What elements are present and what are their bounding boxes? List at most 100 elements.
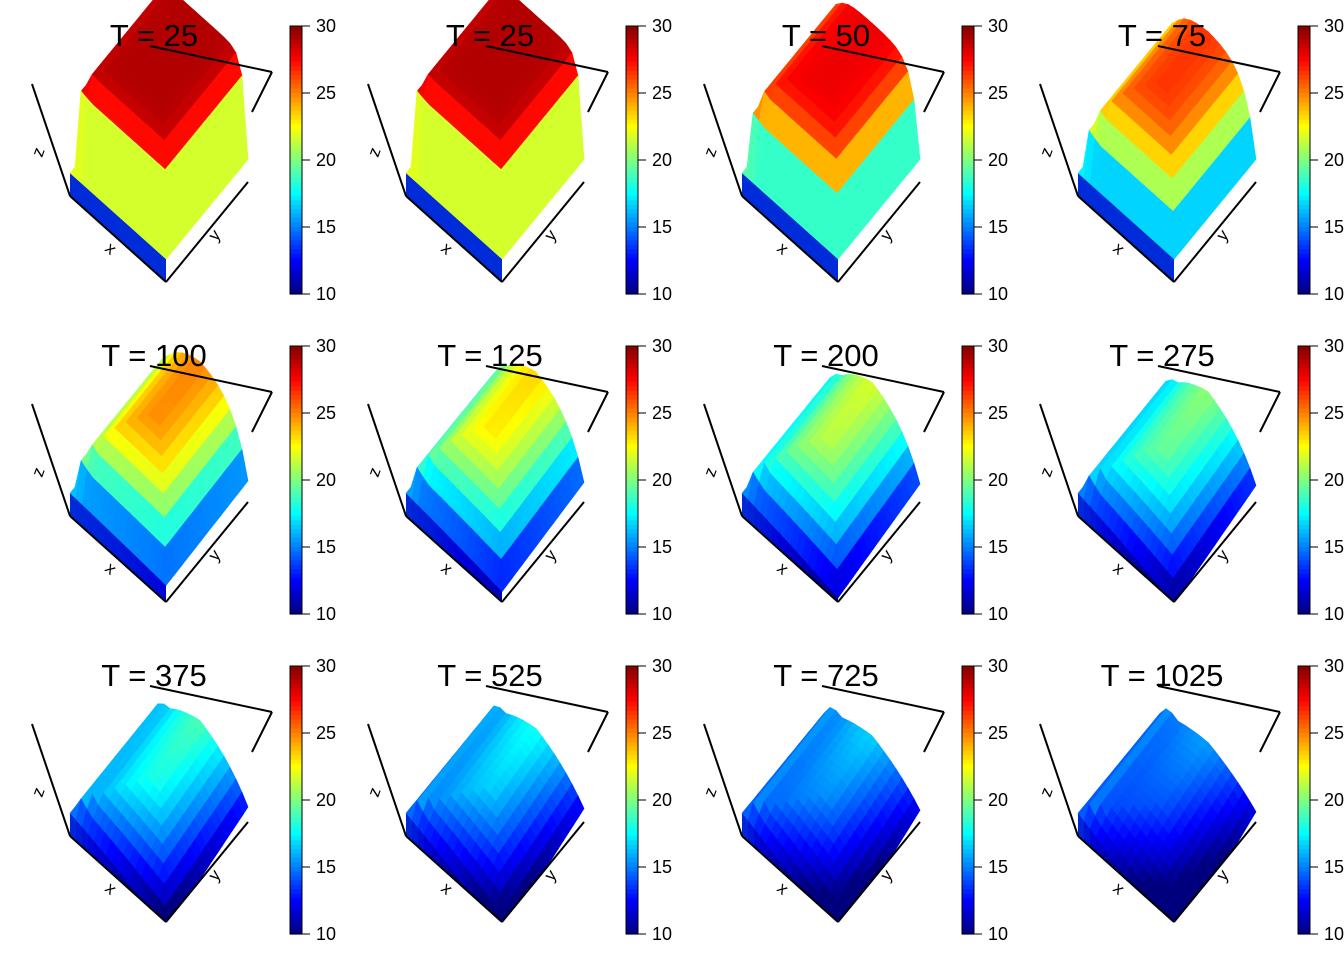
- colorbar-segment: [1298, 119, 1310, 125]
- colorbar-segment: [1298, 426, 1310, 432]
- surface-wall: [88, 510, 94, 538]
- colorbar-segment: [962, 755, 974, 761]
- colorbar-segment: [290, 173, 302, 179]
- colorbar-segment: [626, 52, 638, 58]
- colorbar-segment: [626, 195, 638, 201]
- colorbar-segment: [1298, 520, 1310, 526]
- colorbar-tick-label: 30: [1324, 16, 1344, 36]
- colorbar-segment: [962, 480, 974, 486]
- colorbar-segment: [290, 808, 302, 814]
- colorbar-segment: [626, 106, 638, 112]
- colorbar-segment: [962, 93, 974, 99]
- colorbar-segment: [290, 213, 302, 219]
- colorbar-segment: [626, 791, 638, 797]
- colorbar-segment: [290, 724, 302, 730]
- colorbar-segment: [1298, 884, 1310, 890]
- colorbar-segment: [1298, 773, 1310, 779]
- colorbar-segment: [290, 875, 302, 881]
- colorbar-segment: [1298, 48, 1310, 54]
- surface-wall: [748, 178, 754, 207]
- surface-wall: [814, 570, 820, 586]
- colorbar-segment: [290, 390, 302, 396]
- colorbar-segment: [962, 377, 974, 383]
- colorbar-segment: [626, 128, 638, 134]
- colorbar-segment: [290, 826, 302, 832]
- colorbar-segment: [962, 235, 974, 241]
- colorbar-segment: [962, 880, 974, 886]
- y-axis: [1173, 821, 1257, 923]
- surface-wall: [742, 493, 748, 522]
- panel-title: T = 125: [437, 338, 542, 373]
- colorbar-segment: [290, 768, 302, 774]
- panel-title: T = 50: [782, 18, 870, 53]
- box-edge: [923, 71, 945, 113]
- colorbar-segment: [290, 350, 302, 356]
- surface-wall: [76, 820, 82, 847]
- colorbar-segment: [1298, 368, 1310, 374]
- colorbar-segment: [290, 710, 302, 716]
- colorbar-segment: [962, 448, 974, 454]
- colorbar-segment: [626, 547, 638, 553]
- colorbar-segment: [290, 426, 302, 432]
- colorbar-tick-label: 30: [652, 16, 672, 36]
- colorbar-segment: [962, 390, 974, 396]
- colorbar-segment: [1298, 542, 1310, 548]
- colorbar-segment: [1298, 182, 1310, 188]
- colorbar-segment: [626, 289, 638, 295]
- colorbar-segment: [962, 746, 974, 752]
- surface-wall: [76, 178, 82, 207]
- colorbar-segment: [1298, 925, 1310, 931]
- panel-title: T = 1025: [1101, 658, 1224, 693]
- y-axis: [165, 181, 249, 283]
- box-edge: [251, 71, 273, 113]
- colorbar-segment: [290, 844, 302, 850]
- colorbar-segment: [290, 262, 302, 268]
- colorbar-segment: [1298, 800, 1310, 806]
- surface-wall: [1150, 237, 1156, 266]
- surface-wall: [1132, 554, 1138, 570]
- colorbar-segment: [626, 902, 638, 908]
- colorbar-segment: [1298, 822, 1310, 828]
- box-edge: [1157, 685, 1281, 713]
- colorbar-segment: [290, 128, 302, 134]
- colorbar-segment: [962, 683, 974, 689]
- colorbar-segment: [290, 48, 302, 54]
- x-axis: [1077, 515, 1175, 603]
- colorbar-segment: [1298, 106, 1310, 112]
- x-axis: [405, 515, 503, 603]
- x-axis: [741, 515, 839, 603]
- colorbar-segment: [1298, 596, 1310, 602]
- colorbar-segment: [626, 596, 638, 602]
- surface-wall: [106, 205, 112, 234]
- surface-wall: [808, 232, 814, 261]
- colorbar-segment: [962, 925, 974, 931]
- colorbar-segment: [962, 164, 974, 170]
- colorbar-segment: [1298, 488, 1310, 494]
- surface-wall: [148, 243, 154, 272]
- box-edge: [251, 391, 273, 433]
- colorbar-segment: [290, 417, 302, 423]
- colorbar-segment: [290, 146, 302, 152]
- colorbar-segment: [1298, 858, 1310, 864]
- panel: z x y T = 200 10 15 20 25 30: [700, 336, 1008, 624]
- colorbar-tick-label: 25: [1324, 403, 1344, 423]
- surface-wall: [70, 813, 76, 842]
- colorbar-segment: [626, 381, 638, 387]
- colorbar-segment: [626, 587, 638, 593]
- colorbar-segment: [290, 235, 302, 241]
- colorbar-segment: [626, 79, 638, 85]
- colorbar-segment: [626, 578, 638, 584]
- colorbar-segment: [290, 267, 302, 273]
- colorbar-segment: [626, 542, 638, 548]
- colorbar-segment: [290, 683, 302, 689]
- colorbar-segment: [626, 218, 638, 224]
- colorbar-segment: [962, 289, 974, 295]
- colorbar-segment: [962, 421, 974, 427]
- colorbar-segment: [962, 97, 974, 103]
- colorbar-segment: [962, 529, 974, 535]
- colorbar-segment: [962, 177, 974, 183]
- colorbar-segment: [626, 929, 638, 935]
- surface-wall: [1144, 568, 1150, 581]
- colorbar-segment: [1298, 715, 1310, 721]
- colorbar-segment: [626, 475, 638, 481]
